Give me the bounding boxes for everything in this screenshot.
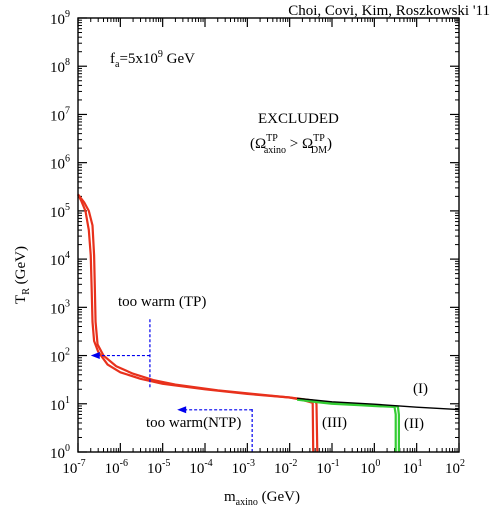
arrow-head-1 (177, 406, 187, 414)
y-tick-label: 106 (50, 154, 70, 173)
region-iii-label: (III) (322, 415, 347, 431)
omega-condition: (ΩTP axino > ΩTP DM) (250, 133, 332, 156)
too-warm-tp-label: too warm (TP) (118, 294, 206, 310)
x-tick-label: 101 (403, 458, 423, 477)
y-tick-label: 101 (50, 395, 70, 414)
y-tick-label: 107 (50, 105, 70, 124)
y-tick-label: 100 (50, 443, 70, 462)
x-tick-label: 10-3 (232, 458, 255, 477)
y-tick-label: 104 (50, 250, 70, 269)
x-tick-label: 100 (360, 458, 380, 477)
x-tick-label: 10-6 (105, 458, 128, 477)
arrows-layer (90, 318, 253, 452)
x-axis-label: maxino (GeV) (224, 489, 300, 508)
series-line-green-3 (296, 398, 397, 452)
series-layer (77, 193, 460, 453)
y-tick-label: 103 (50, 298, 70, 317)
series-line-black-4 (297, 397, 460, 411)
y-tick-label: 102 (50, 347, 70, 366)
x-tick-label: 10-7 (62, 458, 85, 477)
plot-frame (77, 17, 460, 453)
arrow-head-0 (90, 352, 100, 360)
y-tick-label: 108 (50, 57, 70, 76)
x-tick-label: 10-4 (189, 458, 212, 477)
x-tick-label: 10-1 (316, 458, 339, 477)
x-tick-label: 10-2 (274, 458, 297, 477)
excluded-label: EXCLUDED (258, 111, 339, 127)
y-axis-label: TR (GeV) (13, 246, 32, 304)
too-warm-ntp-label: too warm(NTP) (146, 415, 241, 431)
credit-label: Choi, Covi, Kim, Roszkowski '11 (288, 3, 490, 19)
series-line-red-1 (77, 193, 315, 453)
y-tick-label: 109 (50, 9, 70, 28)
y-tick-label: 105 (50, 202, 70, 221)
region-ii-label: (II) (404, 416, 424, 432)
fa-annotation: fa=5x109 GeV (110, 49, 195, 70)
series-line-red-0 (77, 193, 319, 453)
x-tick-label: 102 (445, 458, 465, 477)
region-i-label: (I) (413, 381, 428, 397)
x-tick-label: 10-5 (147, 458, 170, 477)
